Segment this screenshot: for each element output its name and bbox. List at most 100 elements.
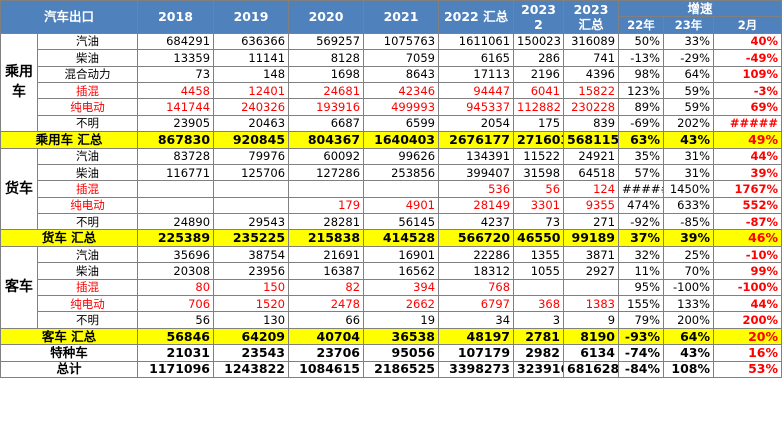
value-cell: 130 <box>213 311 290 329</box>
value-cell: 28281 <box>288 213 365 231</box>
growth-cell: 59% <box>663 98 715 116</box>
growth-cell: 64% <box>663 65 715 83</box>
growth-cell: -87% <box>713 213 783 231</box>
subtotal-row: 乘用车 汇总 867830 920845 804367 1640403 2676177 27… <box>0 131 783 149</box>
value-cell <box>137 196 215 215</box>
growth-cell: 108% <box>663 360 715 378</box>
value-cell: 134391 <box>438 147 515 165</box>
value-cell: 6165 <box>438 49 515 67</box>
value-cell: 215838 <box>288 229 365 247</box>
header-growth-col: 2月 <box>713 16 783 34</box>
vehicle-type-label: 柴油 <box>36 163 139 182</box>
value-cell: 21691 <box>288 245 365 264</box>
header-row-2: 22年 23年 2月 <box>1 16 783 34</box>
value-cell: 3 <box>513 311 565 329</box>
table-row: 柴油 13359 11141 8128 7059 6165 286 741 -13% -29% -4… <box>1 49 783 67</box>
value-cell: 920845 <box>213 131 290 149</box>
subtotal-row: 客车 汇总 56846 64209 40704 36538 48197 2781 8190 -9… <box>0 327 783 346</box>
value-cell: 24890 <box>137 213 215 231</box>
value-cell: 1611061 <box>438 32 515 51</box>
growth-cell: 32% <box>618 245 665 264</box>
value-cell: 66 <box>288 311 365 329</box>
value-cell: 17113 <box>438 65 515 83</box>
growth-cell: 57% <box>618 163 665 182</box>
value-cell: 15822 <box>563 81 620 100</box>
value-cell: 2927 <box>563 262 620 280</box>
value-cell: 6134 <box>563 344 620 362</box>
table-row: 不明 24890 29543 28281 56145 4237 73 271 -92% -85% -… <box>1 213 783 231</box>
value-cell: 230228 <box>563 98 620 116</box>
table-row: 纯电动 179 4901 28149 3301 9355 474% 633% 552% <box>1 196 783 215</box>
value-cell: 73 <box>137 65 215 83</box>
growth-cell: 39% <box>713 163 783 182</box>
growth-cell: 474% <box>618 196 665 215</box>
value-cell: 35696 <box>137 245 215 264</box>
growth-cell: 98% <box>618 65 665 83</box>
value-cell: 568115 <box>563 131 620 149</box>
value-cell: 399407 <box>438 163 515 182</box>
group-label: 货车 <box>0 147 38 231</box>
value-cell <box>563 278 620 297</box>
value-cell: 536 <box>438 180 515 198</box>
value-cell: 945337 <box>438 98 515 116</box>
value-cell: 1520 <box>213 295 290 313</box>
growth-cell: 39% <box>663 229 715 247</box>
value-cell: 124 <box>563 180 620 198</box>
growth-cell: -69% <box>618 114 665 133</box>
value-cell: 56145 <box>363 213 440 231</box>
value-cell: 46550 <box>513 229 565 247</box>
value-cell: 636366 <box>213 32 290 51</box>
growth-cell: 133% <box>663 295 715 313</box>
growth-cell: 79% <box>618 311 665 329</box>
vehicle-type-label: 柴油 <box>36 262 139 280</box>
value-cell: 804367 <box>288 131 365 149</box>
growth-cell: 64% <box>663 327 715 346</box>
subtotal-label: 货车 汇总 <box>0 229 139 247</box>
growth-cell: 89% <box>618 98 665 116</box>
value-cell: 1075763 <box>363 32 440 51</box>
table-row: 乘用车 汽油 684291 636366 569257 1075763 1611061 150… <box>0 32 783 133</box>
value-cell: 11522 <box>513 147 565 165</box>
value-cell: 83728 <box>137 147 215 165</box>
subtotal-label: 乘用车 汇总 <box>0 131 139 149</box>
value-cell: 2054 <box>438 114 515 133</box>
table-row: 货车 汽油 83728 79976 60092 99626 134391 11522 24921… <box>0 147 783 231</box>
value-cell: 240326 <box>213 98 290 116</box>
value-cell: 684291 <box>137 32 215 51</box>
growth-cell: -100% <box>713 278 783 297</box>
vehicle-type-label: 纯电动 <box>36 98 139 116</box>
growth-cell: 37% <box>618 229 665 247</box>
value-cell: 56846 <box>137 327 215 346</box>
growth-cell: 95% <box>618 278 665 297</box>
value-cell: 60092 <box>288 147 365 165</box>
value-cell: 4458 <box>137 81 215 100</box>
group-label: 乘用车 <box>0 32 38 133</box>
value-cell: 64518 <box>563 163 620 182</box>
growth-cell: -13% <box>618 49 665 67</box>
header-year: 2023 2 <box>513 0 565 34</box>
growth-cell: 99% <box>713 262 783 280</box>
value-cell: 28149 <box>438 196 515 215</box>
value-cell: 99626 <box>363 147 440 165</box>
growth-cell: -74% <box>618 344 665 362</box>
vehicle-type-label: 汽油 <box>36 147 139 165</box>
growth-cell: 123% <box>618 81 665 100</box>
value-cell: 286 <box>513 49 565 67</box>
value-cell: 1171096 <box>137 360 215 378</box>
value-cell: 706 <box>137 295 215 313</box>
header-growth-col: 23年 <box>663 16 715 34</box>
table-row: 客车 汽油 35696 38754 21691 16901 22286 1355 3871 32%… <box>0 245 783 329</box>
vehicle-type-label: 不明 <box>36 311 139 329</box>
value-cell: 253856 <box>363 163 440 182</box>
table-row: 插混 80 150 82 394 768 95% -100% -100% <box>1 278 783 297</box>
growth-cell: -85% <box>663 213 715 231</box>
value-cell: 2196 <box>513 65 565 83</box>
value-cell: 8643 <box>363 65 440 83</box>
export-table: 汽车出口 2018 2019 2020 2021 2022 汇总 2023 2 … <box>0 0 783 378</box>
value-cell: 1355 <box>513 245 565 264</box>
subtotal-row: 货车 汇总 225389 235225 215838 414528 566720 46550… <box>0 229 783 247</box>
value-cell: 1640403 <box>363 131 440 149</box>
value-cell: 31598 <box>513 163 565 182</box>
growth-cell: 40% <box>713 32 783 51</box>
